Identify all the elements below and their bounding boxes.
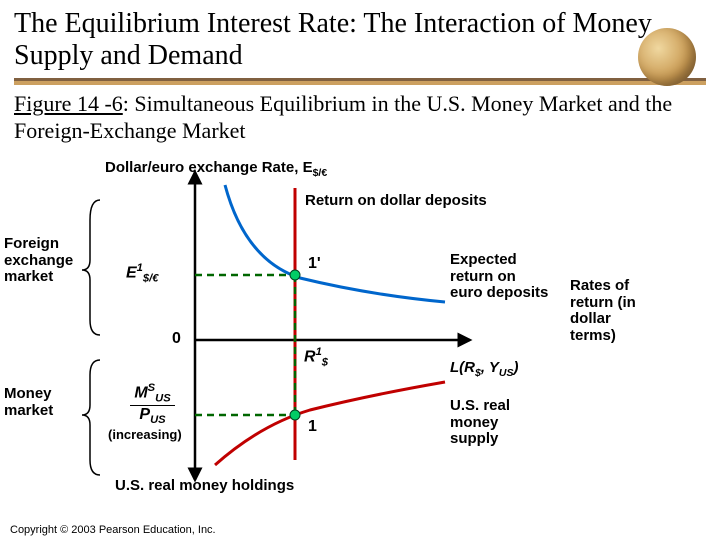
rates-return-label: Rates of return (in dollar terms) xyxy=(570,278,660,344)
one-prime-label: 1' xyxy=(308,255,321,273)
point-1prime xyxy=(290,270,300,280)
brace-fx xyxy=(82,200,100,335)
origin-zero: 0 xyxy=(172,330,181,348)
figure-number: Figure 14 -6 xyxy=(14,91,123,116)
ms-p-label: MSUS PUS xyxy=(120,382,185,426)
point-1 xyxy=(290,410,300,420)
expected-return-label: Expected return on euro deposits xyxy=(450,252,550,302)
y-axis-label: Dollar/euro exchange Rate, E$/€ xyxy=(105,160,327,180)
fx-market-label: Foreign exchange market xyxy=(4,236,84,286)
l-func-label: L(R$, YUS) xyxy=(450,360,519,380)
globe-decoration xyxy=(638,28,696,86)
x-axis-bottom-label: U.S. real money holdings xyxy=(115,478,294,495)
brace-mm xyxy=(82,360,100,475)
us-real-supply-label: U.S. real money supply xyxy=(450,398,550,448)
copyright: Copyright © 2003 Pearson Education, Inc. xyxy=(10,524,216,536)
e1-label: E1$/€ xyxy=(126,262,158,285)
money-market-label: Money market xyxy=(4,386,74,419)
diagram: Dollar/euro exchange Rate, E$/€ Return o… xyxy=(0,160,720,500)
money-demand-curve xyxy=(215,382,445,465)
one-label: 1 xyxy=(308,418,317,436)
slide-title: The Equilibrium Interest Rate: The Inter… xyxy=(14,8,706,72)
increasing-label: (increasing) xyxy=(108,428,182,442)
r1-label: R1$ xyxy=(304,346,328,369)
return-dollar-label: Return on dollar deposits xyxy=(305,193,487,210)
figure-caption: Figure 14 -6: Simultaneous Equilibrium i… xyxy=(0,85,720,146)
